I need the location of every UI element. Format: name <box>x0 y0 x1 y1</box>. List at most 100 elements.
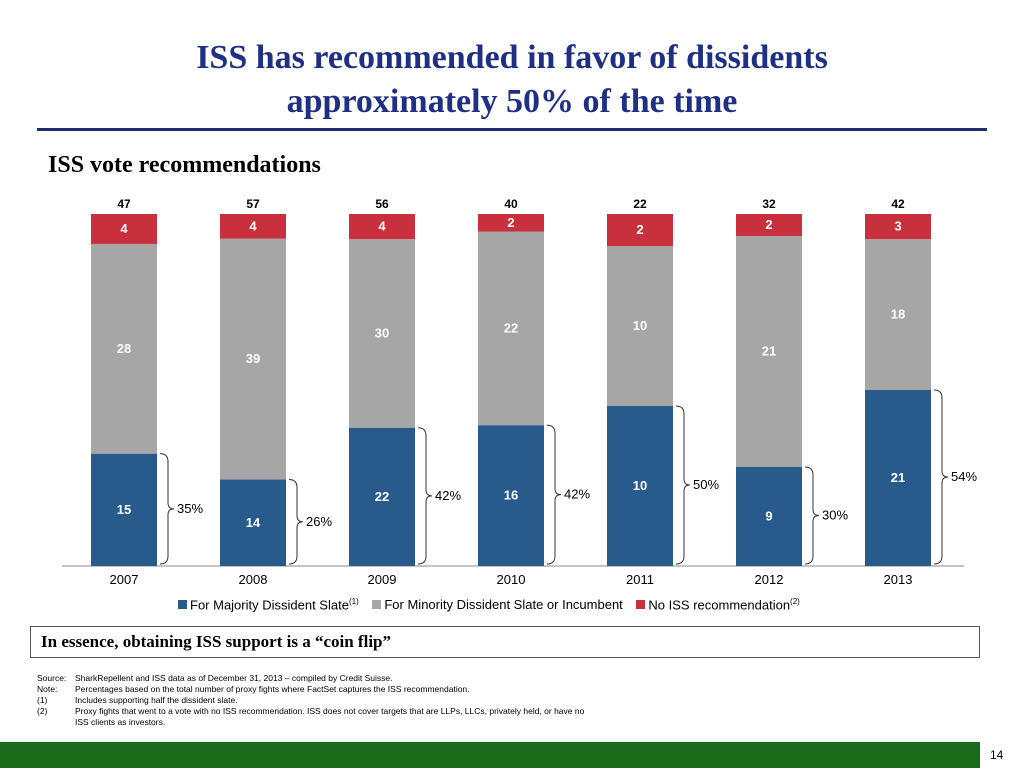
segment-value-label: 15 <box>117 502 131 517</box>
x-tick-label: 2011 <box>626 572 654 587</box>
percentage-label: 35% <box>177 501 203 516</box>
legend-label-minority: For Minority Dissident Slate or Incumben… <box>384 597 623 613</box>
segment-value-label: 2 <box>636 222 643 237</box>
percentage-brace <box>675 405 691 565</box>
percentage-brace <box>288 479 304 565</box>
x-tick-label: 2007 <box>110 572 139 587</box>
footnote-key: Source: <box>37 673 67 683</box>
bar-total-label: 56 <box>375 197 389 211</box>
legend-note-none: (2) <box>790 597 800 606</box>
percentage-label: 26% <box>306 514 332 529</box>
x-tick-label: 2010 <box>497 572 526 587</box>
footnote-key: (2) <box>37 706 48 716</box>
footnote-key: (1) <box>37 695 48 705</box>
segment-value-label: 16 <box>504 488 518 503</box>
bar-segment-none <box>91 214 157 244</box>
page-number: 14 <box>990 748 1004 762</box>
bar-total-label: 57 <box>246 197 260 211</box>
percentage-label: 42% <box>564 487 590 502</box>
callout-box: In essence, obtaining ISS support is a “… <box>30 626 980 658</box>
percentage-brace <box>546 424 562 565</box>
legend-swatch-none <box>636 600 646 610</box>
percentage-label: 50% <box>693 477 719 492</box>
segment-value-label: 4 <box>120 221 128 236</box>
segment-value-label: 22 <box>375 489 389 504</box>
footnote-row: Source: SharkRepellent and ISS data as of… <box>37 673 584 684</box>
bar-segment-none <box>865 214 931 240</box>
percentage-label: 54% <box>951 469 977 484</box>
bar-segment-minority <box>478 231 544 426</box>
percentage-brace <box>159 453 175 565</box>
segment-value-label: 14 <box>246 515 261 530</box>
footnote-key <box>37 717 75 728</box>
bar-segment-minority <box>865 239 931 390</box>
x-tick-label: 2009 <box>368 572 397 587</box>
footnote-row: Note: Percentages based on the total numb… <box>37 684 584 695</box>
legend-item-minority: For Minority Dissident Slate or Incumben… <box>372 597 623 613</box>
x-tick-label: 2012 <box>755 572 784 587</box>
callout-text: In essence, obtaining ISS support is a “… <box>41 632 391 651</box>
bar-total-label: 42 <box>891 197 905 211</box>
bar-segment-majority <box>607 406 673 566</box>
percentage-label: 30% <box>822 508 848 523</box>
segment-value-label: 39 <box>246 351 260 366</box>
segment-value-label: 21 <box>762 344 776 359</box>
footnote-key: Note: <box>37 684 58 694</box>
segment-value-label: 4 <box>378 219 386 234</box>
bar-segment-minority <box>220 238 286 480</box>
bar-segment-none <box>736 214 802 236</box>
legend-item-none: No ISS recommendation(2) <box>636 597 800 613</box>
segment-value-label: 22 <box>504 320 518 335</box>
bar-segment-minority <box>91 243 157 454</box>
segment-value-label: 30 <box>375 325 389 340</box>
segment-value-label: 18 <box>891 307 905 322</box>
segment-value-label: 2 <box>507 215 514 230</box>
bar-segment-minority <box>736 236 802 467</box>
bar-segment-minority <box>349 239 415 428</box>
legend-label-majority: For Majority Dissident Slate <box>190 597 349 613</box>
percentage-brace <box>933 389 949 565</box>
footnote-row: (2) Proxy fights that went to a vote with… <box>37 706 584 717</box>
percentage-label: 42% <box>435 488 461 503</box>
footer-bar <box>0 742 980 768</box>
title-divider <box>37 128 987 131</box>
segment-value-label: 28 <box>117 341 131 356</box>
segment-value-label: 2 <box>765 217 772 232</box>
bar-segment-none <box>607 214 673 246</box>
bar-segment-majority <box>220 479 286 566</box>
footnote-row: (1) Includes supporting half the dissiden… <box>37 695 584 706</box>
percentage-brace <box>804 466 820 565</box>
legend-label-none: No ISS recommendation <box>648 597 791 613</box>
bar-segment-none <box>478 214 544 232</box>
bar-total-label: 47 <box>117 197 131 211</box>
stacked-bar-chart: 1528447200735%1439457200826%223045620094… <box>62 197 977 587</box>
title-line-1: ISS has recommended in favor of dissiden… <box>196 39 828 76</box>
segment-value-label: 10 <box>633 318 647 333</box>
chart-subtitle: ISS vote recommendations <box>48 152 321 178</box>
title-line-2: approximately 50% of the time <box>286 83 738 120</box>
segment-value-label: 4 <box>249 218 257 233</box>
legend-swatch-minority <box>372 600 382 610</box>
bar-total-label: 32 <box>762 197 776 211</box>
footnotes: Source: SharkRepellent and ISS data as of… <box>37 673 584 728</box>
bar-segment-none <box>349 214 415 240</box>
legend-note-majority: (1) <box>348 597 359 606</box>
bar-segment-majority <box>736 467 802 566</box>
bar-segment-majority <box>91 453 157 566</box>
bar-total-label: 22 <box>633 197 647 211</box>
bar-segment-none <box>220 214 286 239</box>
chart-legend: For Majority Dissident Slate(1) For Mino… <box>178 597 810 612</box>
segment-value-label: 9 <box>765 509 772 524</box>
bar-segment-majority <box>478 425 544 566</box>
footnote-text: Percentages based on the total number of… <box>75 684 470 694</box>
bar-segment-majority <box>865 390 931 566</box>
footnote-text: Includes supporting half the dissident s… <box>75 695 238 705</box>
segment-value-label: 10 <box>633 478 647 493</box>
x-tick-label: 2013 <box>884 572 913 587</box>
bar-segment-minority <box>607 246 673 406</box>
bar-segment-majority <box>349 427 415 566</box>
legend-swatch-majority <box>178 600 187 610</box>
slide-title: ISS has recommended in favor of dissiden… <box>0 36 1024 124</box>
segment-value-label: 21 <box>891 470 905 485</box>
x-tick-label: 2008 <box>239 572 268 587</box>
